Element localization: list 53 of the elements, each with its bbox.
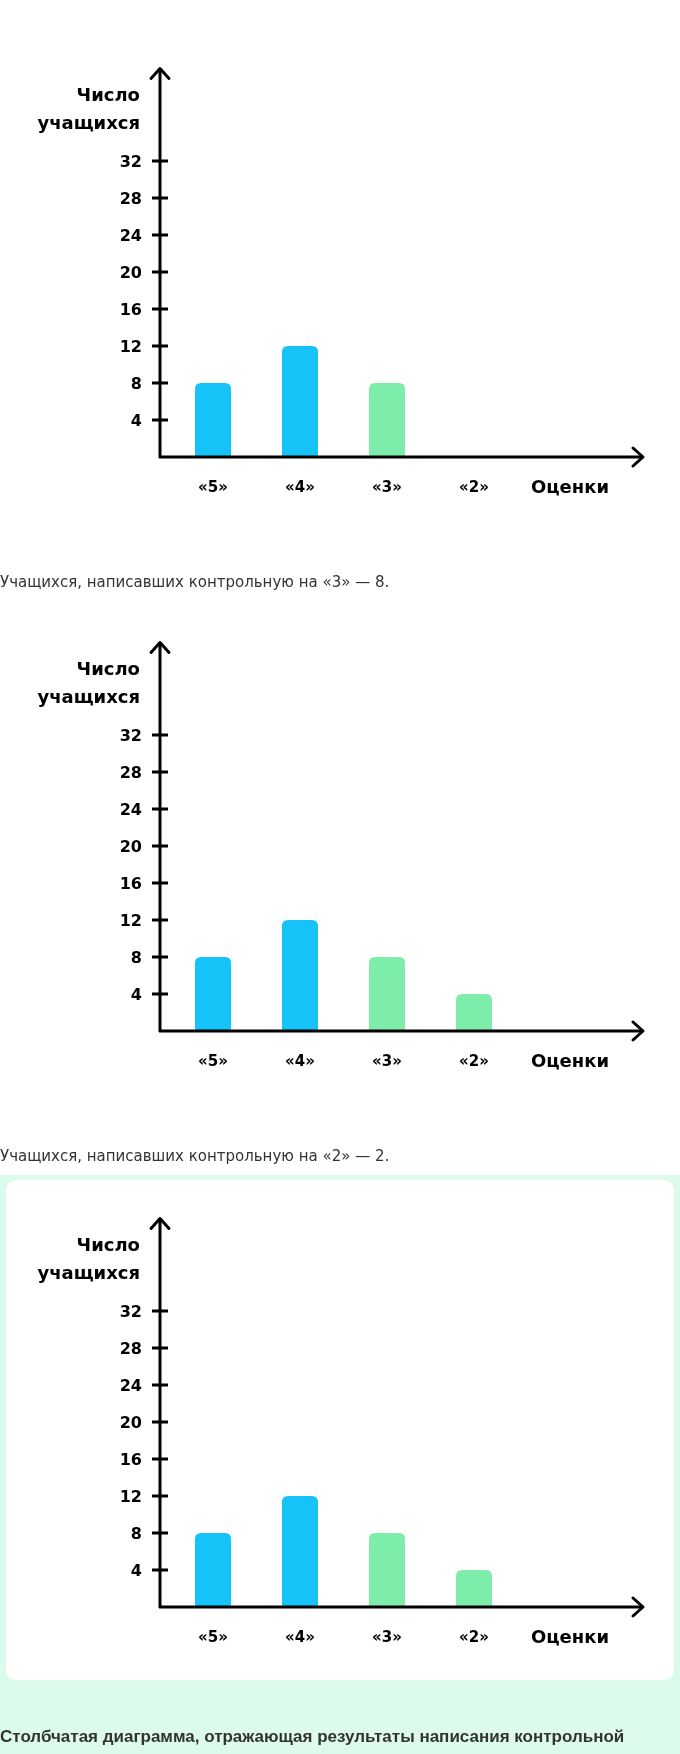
x-tick-label: «4» bbox=[285, 478, 315, 496]
x-tick-label: «2» bbox=[459, 1628, 489, 1646]
y-tick-label: 8 bbox=[130, 947, 142, 967]
y-tick-label: 20 bbox=[119, 1412, 142, 1432]
y-tick-label: 16 bbox=[119, 873, 142, 893]
bar bbox=[456, 994, 492, 1031]
bar bbox=[369, 1533, 405, 1607]
x-tick-label: «2» bbox=[459, 1052, 489, 1070]
x-tick-label: «5» bbox=[198, 478, 228, 496]
y-tick-label: 12 bbox=[119, 910, 142, 930]
y-tick-label: 4 bbox=[130, 984, 142, 1004]
y-tick-label: 12 bbox=[119, 1486, 142, 1506]
bar bbox=[456, 1570, 492, 1607]
x-tick-label: «2» bbox=[459, 478, 489, 496]
y-tick-label: 24 bbox=[119, 225, 142, 245]
x-tick-label: «3» bbox=[372, 1628, 402, 1646]
y-tick-label: 24 bbox=[119, 799, 142, 819]
bar bbox=[195, 1533, 231, 1607]
y-tick-label: 28 bbox=[119, 1338, 142, 1358]
y-axis-title: Число учащихся bbox=[37, 1234, 140, 1283]
y-tick-label: 8 bbox=[130, 373, 142, 393]
x-tick-label: «5» bbox=[198, 1052, 228, 1070]
y-tick-label: 20 bbox=[119, 262, 142, 282]
bar bbox=[369, 957, 405, 1031]
y-tick-label: 16 bbox=[119, 1449, 142, 1469]
y-tick-label: 32 bbox=[119, 151, 142, 171]
x-axis-title: Оценки bbox=[530, 476, 610, 497]
y-tick-label: 28 bbox=[119, 188, 142, 208]
x-tick-label: «3» bbox=[372, 478, 402, 496]
x-axis-title: Оценки bbox=[530, 1626, 610, 1647]
text: Учащихся, написавших контрольную на «2» — 2. bbox=[0, 1147, 390, 1165]
y-tick-label: 24 bbox=[119, 1375, 142, 1395]
y-axis-title: Число учащихся bbox=[37, 658, 140, 707]
y-tick-label: 32 bbox=[119, 725, 142, 745]
x-tick-label: «3» bbox=[372, 1052, 402, 1070]
y-tick-label: 8 bbox=[130, 1523, 142, 1543]
x-tick-label: «4» bbox=[285, 1052, 315, 1070]
y-tick-label: 20 bbox=[119, 836, 142, 856]
x-axis-title: Оценки bbox=[530, 1050, 610, 1071]
y-tick-label: 4 bbox=[130, 1560, 142, 1580]
y-tick-label: 16 bbox=[119, 299, 142, 319]
y-tick-label: 28 bbox=[119, 762, 142, 782]
bar bbox=[282, 1496, 318, 1607]
y-tick-label: 32 bbox=[119, 1301, 142, 1321]
y-tick-label: 4 bbox=[130, 410, 142, 430]
x-tick-label: «5» bbox=[198, 1628, 228, 1646]
text: Столбчатая диаграмма, отражающая результаты написания контрольной bbox=[0, 1727, 625, 1746]
y-axis-title: Число учащихся bbox=[37, 84, 140, 133]
y-tick-label: 12 bbox=[119, 336, 142, 356]
bar bbox=[282, 920, 318, 1031]
bar bbox=[195, 957, 231, 1031]
x-tick-label: «4» bbox=[285, 1628, 315, 1646]
text: Учащихся, написавших контрольную на «3» — 8. bbox=[0, 573, 390, 591]
